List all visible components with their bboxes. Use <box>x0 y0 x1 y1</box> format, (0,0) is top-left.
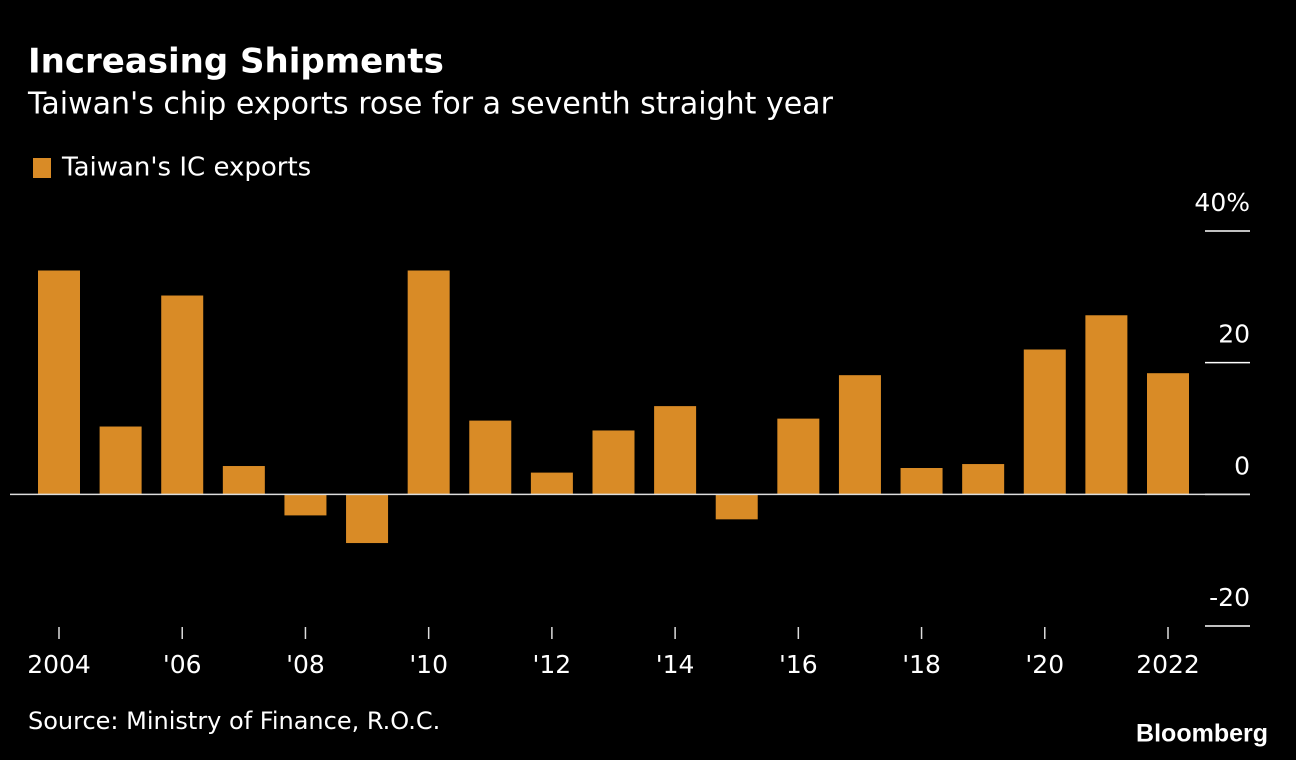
bar <box>592 430 635 495</box>
bar <box>99 426 142 495</box>
bar <box>962 464 1005 495</box>
chart-title: Increasing Shipments <box>28 42 444 82</box>
bar <box>469 420 512 495</box>
bar <box>777 418 820 495</box>
x-tick-label: '12 <box>533 650 572 679</box>
bar <box>1085 315 1128 495</box>
bar <box>346 494 389 544</box>
x-tick-label: 2004 <box>27 650 91 679</box>
bar <box>838 375 881 495</box>
logo: Bloomberg <box>1136 720 1268 748</box>
x-tick-label: 2022 <box>1136 650 1200 679</box>
bar <box>284 494 327 516</box>
y-tick-label: -20 <box>1209 583 1250 612</box>
bar <box>900 468 943 495</box>
bar <box>38 270 80 495</box>
y-tick-label: 20 <box>1218 320 1250 349</box>
bar <box>715 494 758 520</box>
x-tick-label: '14 <box>656 650 695 679</box>
y-tick-label: 40% <box>1194 188 1250 217</box>
x-tick-label: '20 <box>1025 650 1064 679</box>
source: Source: Ministry of Finance, R.O.C. <box>28 707 440 735</box>
x-tick-label: '10 <box>409 650 448 679</box>
y-tick-label: 0 <box>1234 451 1250 480</box>
legend-swatch <box>33 158 51 178</box>
chart-subtitle: Taiwan's chip exports rose for a seventh… <box>27 87 834 122</box>
x-tick-label: '08 <box>286 650 325 679</box>
bar <box>530 472 573 495</box>
bar <box>161 295 204 495</box>
x-tick-label: '18 <box>902 650 941 679</box>
bar <box>654 406 697 495</box>
x-tick-label: '06 <box>163 650 202 679</box>
bar <box>407 270 450 495</box>
x-tick-label: '16 <box>779 650 818 679</box>
bar <box>222 466 265 495</box>
legend-label: Taiwan's IC exports <box>61 153 311 183</box>
bar <box>1023 349 1066 495</box>
bar <box>1147 373 1189 495</box>
